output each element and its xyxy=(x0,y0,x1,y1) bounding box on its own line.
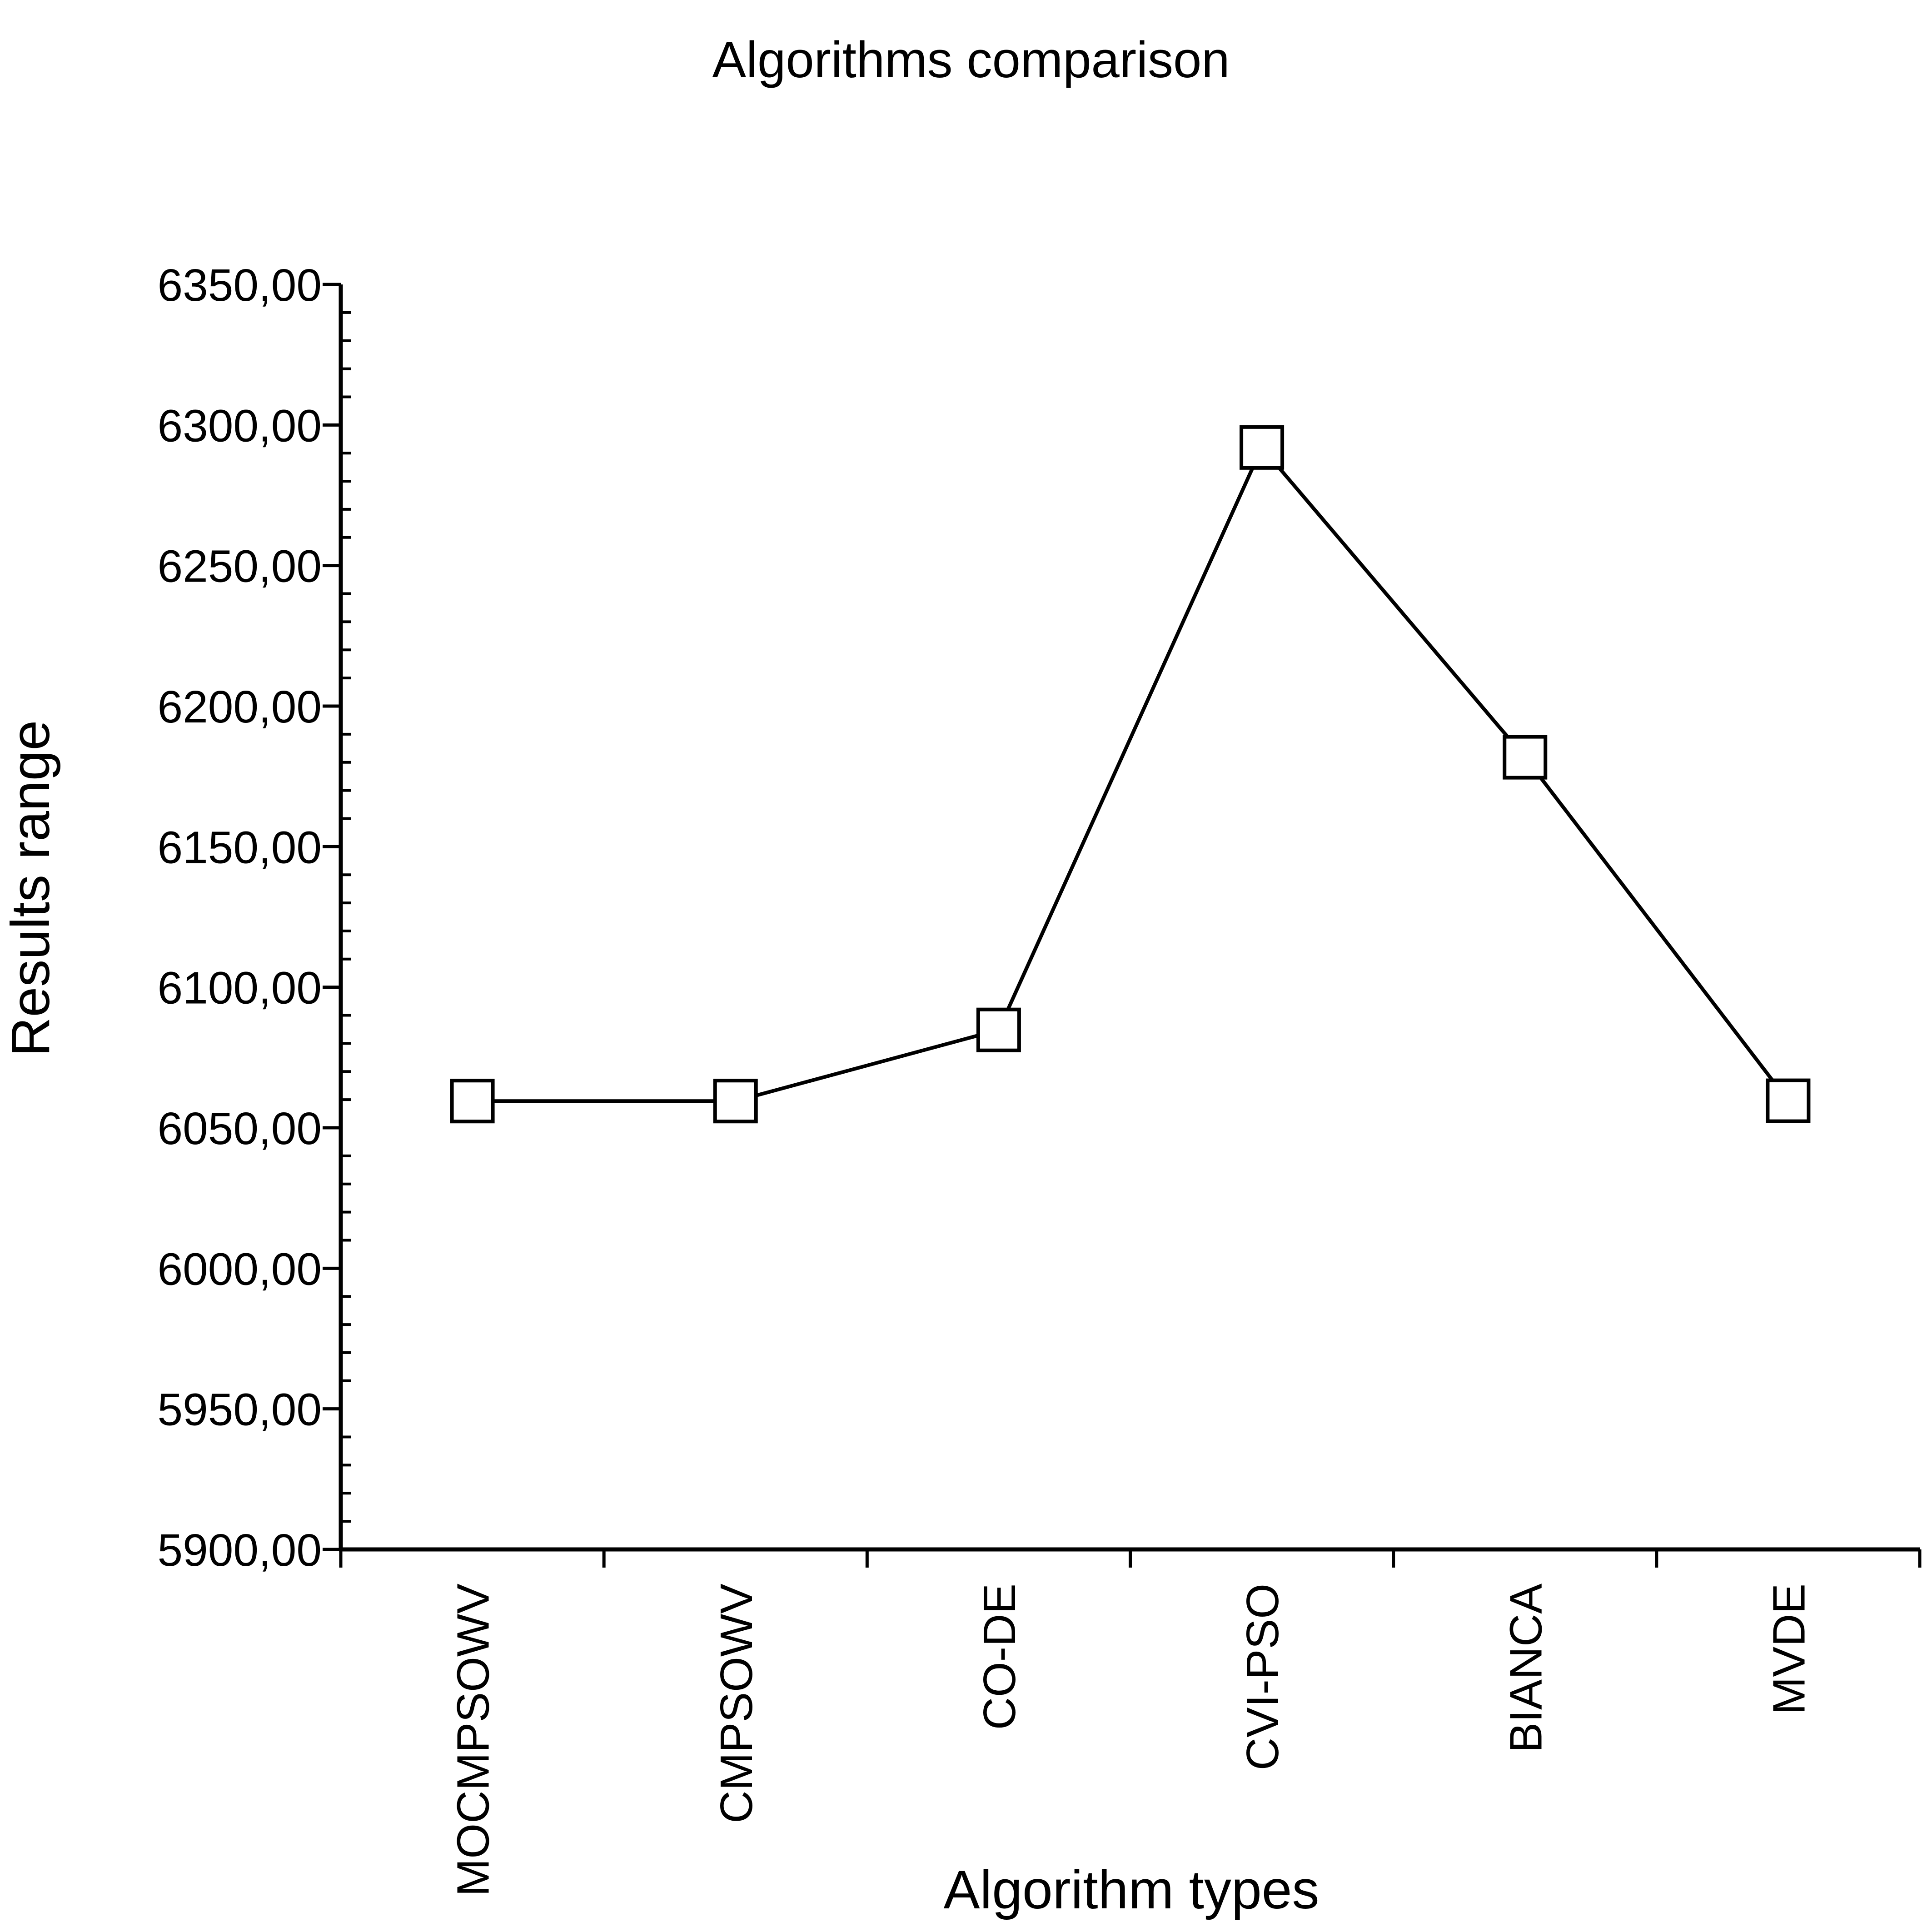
y-tick-label: 6350,00 xyxy=(158,260,322,311)
y-tick-label: 6150,00 xyxy=(158,822,322,873)
data-point-marker xyxy=(713,1079,758,1124)
x-tick-label: MOCMPSOWV xyxy=(448,1583,499,1897)
y-axis-title: Results range xyxy=(0,720,61,1056)
axis-ticks xyxy=(323,283,1922,1568)
data-point-marker xyxy=(1766,1078,1811,1123)
y-tick-label: 6050,00 xyxy=(158,1103,322,1154)
series-line xyxy=(472,445,1790,1103)
series-group xyxy=(450,425,1811,1124)
y-tick-label: 6250,00 xyxy=(158,541,322,592)
y-tick-label: 6100,00 xyxy=(158,963,322,1014)
x-tick-label: CMPSOWV xyxy=(711,1583,762,1823)
chart-title: Algorithms comparison xyxy=(712,31,1230,88)
y-tick-label: 5950,00 xyxy=(158,1384,322,1435)
x-axis-title: Algorithm types xyxy=(944,1859,1320,1920)
data-point-marker xyxy=(1503,735,1548,780)
data-point-marker xyxy=(1240,425,1285,470)
x-tick-label: MVDE xyxy=(1763,1583,1814,1715)
y-tick-label: 6000,00 xyxy=(158,1244,322,1295)
x-tick-label: BIANCA xyxy=(1500,1583,1551,1753)
data-point-marker xyxy=(976,1007,1021,1052)
y-tick-label: 6200,00 xyxy=(158,682,322,732)
x-tick-labels: MOCMPSOWV CMPSOWV CO-DE CVI-PSO BIANCA MVDE xyxy=(448,1583,1815,1897)
x-tick-label: CVI-PSO xyxy=(1237,1583,1288,1770)
axes xyxy=(339,284,1920,1552)
y-tick-labels: 5900,00 5950,00 6000,00 6050,00 6100,00 6150,… xyxy=(158,260,322,1576)
y-tick-label: 5900,00 xyxy=(158,1525,322,1576)
y-tick-label: 6300,00 xyxy=(158,400,322,451)
x-tick-label: CO-DE xyxy=(974,1583,1025,1730)
data-point-marker xyxy=(450,1079,495,1124)
